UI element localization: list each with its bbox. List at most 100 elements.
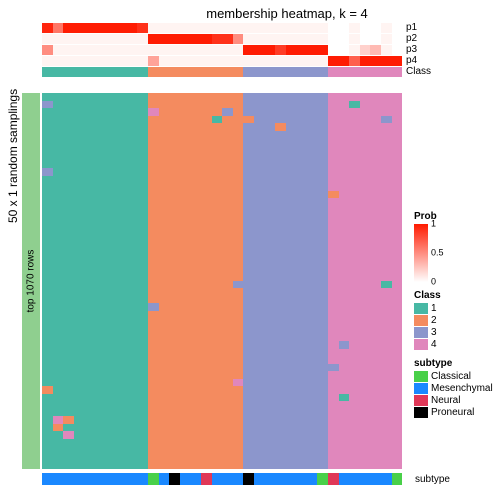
heatmap-column — [233, 93, 244, 469]
prob-track-p1: p1 — [42, 23, 402, 33]
subtype-cell — [381, 473, 392, 485]
heatmap-column — [349, 93, 360, 469]
subtype-cell — [53, 473, 64, 485]
subtype-cell — [212, 473, 223, 485]
heatmap-column — [148, 93, 159, 469]
heatmap-column — [95, 93, 106, 469]
heatmap-column — [74, 93, 85, 469]
legend-subtype-title: subtype — [414, 358, 498, 369]
heatmap-column — [296, 93, 307, 469]
subtype-cell — [148, 473, 159, 485]
heatmap-column — [307, 93, 318, 469]
subtype-track-label: subtype — [415, 474, 450, 485]
prob-track-p3: p3 — [42, 45, 402, 55]
subtype-cell — [159, 473, 170, 485]
heatmap-column — [328, 93, 339, 469]
heatmap-column — [339, 93, 350, 469]
colorbar-tick: 1 — [431, 220, 436, 229]
subtype-cell — [339, 473, 350, 485]
track-label: p4 — [402, 56, 417, 66]
heatmap-body — [42, 93, 402, 469]
heatmap-column — [360, 93, 371, 469]
y-axis-inner-label: top 1070 rows — [26, 250, 37, 313]
heatmap-column — [137, 93, 148, 469]
subtype-cell — [116, 473, 127, 485]
colorbar-tick: 0.5 — [431, 249, 444, 258]
subtype-cell — [317, 473, 328, 485]
legend-subtype-item: Proneural — [414, 407, 498, 418]
legend-subtype-item: Neural — [414, 395, 498, 406]
legend-class-item: 3 — [414, 327, 498, 338]
heatmap-column — [392, 93, 403, 469]
subtype-cell — [63, 473, 74, 485]
subtype-cell — [106, 473, 117, 485]
heatmap-column — [370, 93, 381, 469]
heatmap-column — [180, 93, 191, 469]
legend-class-title: Class — [414, 290, 498, 301]
top-annotation-tracks: p1p2p3p4Class — [42, 23, 402, 83]
heatmap-column — [201, 93, 212, 469]
subtype-cell — [243, 473, 254, 485]
y-axis-outer-label: 50 x 1 random samplings — [6, 89, 20, 223]
subtype-cell — [275, 473, 286, 485]
legend-class-item: 1 — [414, 303, 498, 314]
heatmap-column — [317, 93, 328, 469]
subtype-cell — [42, 473, 53, 485]
heatmap-column — [190, 93, 201, 469]
track-label: Class — [402, 67, 431, 77]
prob-colorbar — [414, 224, 428, 282]
legend-class-item: 2 — [414, 315, 498, 326]
heatmap-column — [106, 93, 117, 469]
heatmap-column — [169, 93, 180, 469]
subtype-cell — [127, 473, 138, 485]
heatmap-column — [286, 93, 297, 469]
legend-panel: Prob10.50Class1234subtypeClassicalMesenc… — [414, 203, 498, 419]
prob-track-p4: p4 — [42, 56, 402, 66]
subtype-cell — [286, 473, 297, 485]
subtype-cell — [180, 473, 191, 485]
prob-track-p2: p2 — [42, 34, 402, 44]
subtype-cell — [264, 473, 275, 485]
subtype-cell — [360, 473, 371, 485]
subtype-cell — [370, 473, 381, 485]
heatmap-column — [275, 93, 286, 469]
track-label: p3 — [402, 45, 417, 55]
subtype-cell — [296, 473, 307, 485]
colorbar-tick: 0 — [431, 278, 436, 287]
heatmap-column — [212, 93, 223, 469]
heatmap-column — [381, 93, 392, 469]
heatmap-column — [159, 93, 170, 469]
heatmap-column — [84, 93, 95, 469]
heatmap-column — [42, 93, 53, 469]
heatmap-figure: 50 x 1 random samplings top 1070 rows p1… — [4, 23, 500, 499]
subtype-cell — [190, 473, 201, 485]
subtype-cell — [254, 473, 265, 485]
track-label: p2 — [402, 34, 417, 44]
subtype-track — [42, 473, 402, 485]
subtype-cell — [328, 473, 339, 485]
heatmap-column — [127, 93, 138, 469]
chart-title: membership heatmap, k = 4 — [74, 4, 500, 23]
heatmap-column — [264, 93, 275, 469]
subtype-cell — [84, 473, 95, 485]
subtype-cell — [233, 473, 244, 485]
class-track: Class — [42, 67, 402, 77]
track-label: p1 — [402, 23, 417, 33]
subtype-cell — [95, 473, 106, 485]
heatmap-column — [254, 93, 265, 469]
subtype-cell — [137, 473, 148, 485]
subtype-cell — [169, 473, 180, 485]
heatmap-column — [63, 93, 74, 469]
legend-subtype-item: Classical — [414, 371, 498, 382]
subtype-cell — [74, 473, 85, 485]
subtype-cell — [307, 473, 318, 485]
subtype-cell — [392, 473, 403, 485]
heatmap-column — [116, 93, 127, 469]
subtype-cell — [201, 473, 212, 485]
heatmap-column — [53, 93, 64, 469]
heatmap-column — [243, 93, 254, 469]
y-axis-inner-band: top 1070 rows — [22, 93, 40, 469]
legend-prob-title: Prob — [414, 211, 498, 222]
legend-subtype-item: Mesenchymal — [414, 383, 498, 394]
subtype-cell — [222, 473, 233, 485]
